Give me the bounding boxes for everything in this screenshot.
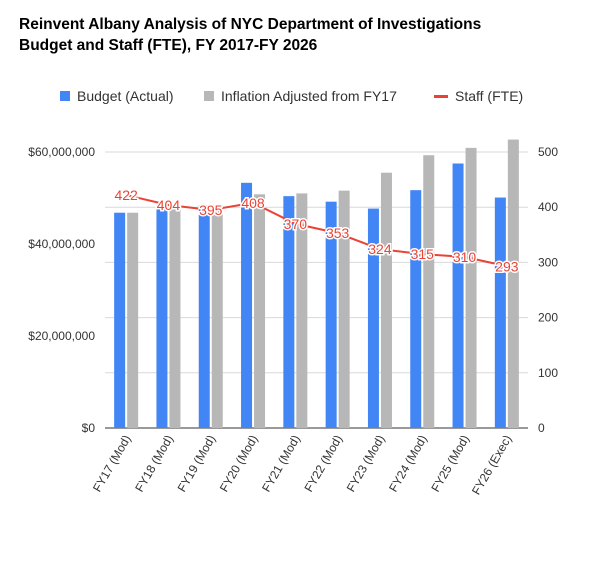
left-tick-label: $20,000,000 — [28, 329, 95, 343]
bar-budget-actual — [325, 201, 337, 428]
staff-data-label: 353 — [326, 225, 350, 241]
left-tick-label: $0 — [82, 421, 96, 435]
right-tick-label: 100 — [538, 366, 558, 380]
staff-data-label: 395 — [199, 202, 223, 218]
x-tick-label: FY25 (Mod) — [428, 433, 472, 495]
x-tick-label: FY17 (Mod) — [90, 433, 134, 495]
bar-budget-actual — [410, 190, 422, 428]
x-tick-label: FY26 (Exec) — [469, 432, 514, 497]
bar-budget-actual — [494, 197, 506, 428]
left-tick-label: $60,000,000 — [28, 145, 95, 159]
staff-line: 422 404 395 408 370 353 324 315 310 293 — [113, 186, 520, 276]
chart-title: Reinvent Albany Analysis of NYC Departme… — [19, 14, 481, 56]
chart-title-line-1: Reinvent Albany Analysis of NYC Departme… — [19, 16, 482, 33]
x-tick-label: FY22 (Mod) — [301, 433, 345, 495]
bar-inflation-adjusted — [380, 172, 392, 428]
chart-title-line-2: Budget and Staff (FTE), FY 2017-FY 2026 — [19, 37, 318, 54]
legend-item-inflation[interactable]: Inflation Adjusted from FY17 — [204, 88, 397, 104]
bar-budget-actual — [156, 206, 168, 428]
bar-inflation-adjusted — [211, 204, 223, 428]
legend-item-staff[interactable]: Staff (FTE) — [434, 88, 523, 104]
x-axis-ticks: FY17 (Mod)FY18 (Mod)FY19 (Mod)FY20 (Mod)… — [90, 432, 515, 497]
bar-inflation-adjusted — [423, 155, 435, 428]
x-tick-label: FY19 (Mod) — [175, 433, 219, 495]
right-tick-label: 300 — [538, 255, 558, 269]
legend-label-staff: Staff (FTE) — [455, 88, 524, 104]
bar-budget-actual — [198, 205, 210, 428]
staff-data-label: 370 — [284, 216, 308, 232]
bar-inflation-adjusted — [127, 212, 139, 428]
bar-inflation-adjusted — [169, 207, 181, 428]
bar-budget-actual — [452, 163, 464, 428]
staff-data-label: 310 — [453, 249, 477, 265]
right-tick-label: 200 — [538, 311, 558, 325]
x-tick-label: FY20 (Mod) — [217, 433, 261, 495]
gridlines — [105, 151, 528, 429]
staff-data-label: 404 — [157, 197, 181, 213]
left-axis-ticks: $0 $20,000,000 $40,000,000 $60,000,000 — [28, 145, 95, 435]
right-axis-ticks: 0 100 200 300 400 500 — [538, 145, 558, 435]
bar-inflation-adjusted — [254, 194, 266, 428]
bar-budget-actual — [241, 182, 253, 428]
legend-swatch-inflation — [204, 91, 214, 101]
x-tick-label: FY18 (Mod) — [132, 433, 176, 495]
bar-budget-actual — [114, 212, 126, 428]
staff-data-label: 293 — [495, 258, 519, 274]
legend-swatch-staff — [434, 94, 448, 98]
left-tick-label: $40,000,000 — [28, 237, 95, 251]
bar-inflation-adjusted — [465, 147, 477, 429]
staff-data-label: 422 — [114, 187, 138, 203]
staff-data-label: 315 — [411, 246, 435, 262]
bar-budget-actual — [367, 208, 379, 428]
legend-label-inflation: Inflation Adjusted from FY17 — [221, 88, 397, 104]
staff-data-label: 408 — [241, 195, 265, 211]
legend-label-budget: Budget (Actual) — [77, 88, 174, 104]
legend-swatch-budget — [60, 91, 70, 101]
x-tick-label: FY24 (Mod) — [386, 433, 430, 495]
legend-item-budget[interactable]: Budget (Actual) — [60, 88, 174, 104]
x-tick-label: FY21 (Mod) — [259, 433, 303, 495]
staff-line-path — [125, 194, 508, 268]
bar-budget-actual — [283, 196, 295, 428]
right-tick-label: 400 — [538, 200, 558, 214]
x-tick-label: FY23 (Mod) — [344, 433, 388, 495]
legend: Budget (Actual) Inflation Adjusted from … — [0, 88, 594, 108]
bars — [114, 139, 519, 429]
bar-inflation-adjusted — [507, 139, 519, 428]
bar-inflation-adjusted — [296, 193, 308, 428]
right-tick-label: 500 — [538, 145, 558, 159]
bar-inflation-adjusted — [338, 190, 350, 428]
right-tick-label: 0 — [538, 421, 545, 435]
staff-data-label: 324 — [368, 241, 392, 257]
